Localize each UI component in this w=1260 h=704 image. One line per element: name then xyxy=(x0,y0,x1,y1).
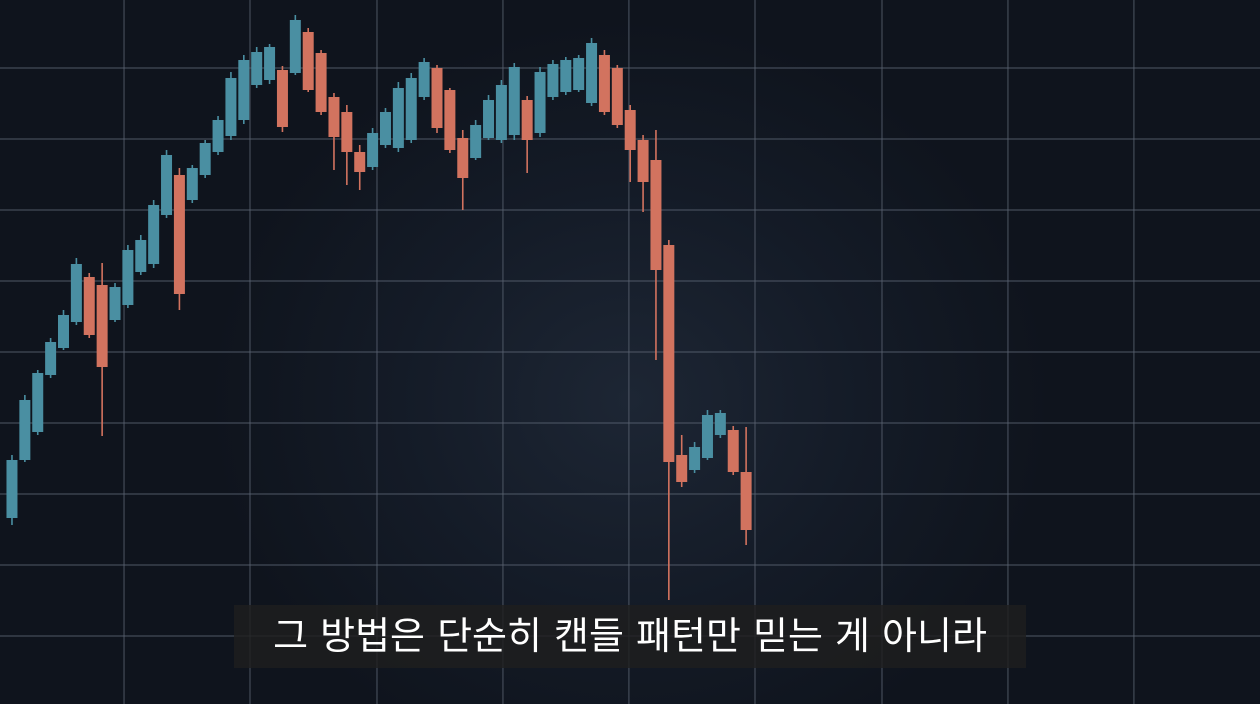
candle-body xyxy=(405,78,417,140)
candle-body xyxy=(238,60,250,120)
candle-body xyxy=(611,68,623,125)
candle-body xyxy=(109,287,121,320)
candle-body xyxy=(470,125,482,158)
candle-body xyxy=(315,53,327,112)
candle-body xyxy=(341,112,353,152)
candle-body xyxy=(212,120,224,152)
candle-body xyxy=(367,133,379,167)
candle-body xyxy=(173,175,185,294)
candle-body xyxy=(714,413,726,435)
candle-body xyxy=(379,112,391,145)
candle-body xyxy=(57,315,69,348)
candle-body xyxy=(32,373,44,432)
candle-body xyxy=(70,264,82,322)
candle-body xyxy=(547,64,559,97)
candle-body xyxy=(264,47,276,80)
candle-body xyxy=(122,250,134,305)
candle-body xyxy=(521,100,533,140)
subtitle: 그 방법은 단순히 캔들 패턴만 믿는 게 아니라 xyxy=(234,605,1026,668)
candle-body xyxy=(328,97,340,137)
candle-body xyxy=(534,72,546,133)
candle-body xyxy=(483,100,495,138)
candle-body xyxy=(392,88,404,148)
candle-body xyxy=(573,58,585,90)
candle-body xyxy=(225,78,237,136)
candle-body xyxy=(495,85,507,140)
candle-body xyxy=(6,460,18,518)
candle-body xyxy=(444,90,456,150)
candle-body xyxy=(560,60,572,92)
candle-body xyxy=(354,152,366,172)
candle-body xyxy=(96,285,108,367)
candle-body xyxy=(418,62,430,97)
candle-body xyxy=(663,245,675,462)
candle-body xyxy=(148,205,160,264)
candle-body xyxy=(276,70,288,127)
candle-body xyxy=(676,455,688,482)
candle-body xyxy=(302,32,314,90)
candle-body xyxy=(199,143,211,175)
candle-body xyxy=(701,415,713,458)
candle-body xyxy=(689,447,701,470)
candle-body xyxy=(289,20,301,73)
candle-body xyxy=(45,342,57,375)
candle-body xyxy=(624,110,636,150)
candle-body xyxy=(251,52,263,85)
candle-body xyxy=(19,400,31,460)
candle-body xyxy=(637,140,649,182)
candle-body xyxy=(186,168,198,200)
candle-body xyxy=(431,68,443,128)
candle-body xyxy=(83,277,95,335)
candle-body xyxy=(650,160,662,270)
candle-body xyxy=(727,430,739,472)
candle-body xyxy=(135,240,147,272)
candle-body xyxy=(740,472,752,530)
candle-body xyxy=(508,67,520,135)
candle-body xyxy=(586,43,598,103)
candle-body xyxy=(598,55,610,112)
candle-body xyxy=(457,138,469,178)
candle-body xyxy=(161,155,173,215)
